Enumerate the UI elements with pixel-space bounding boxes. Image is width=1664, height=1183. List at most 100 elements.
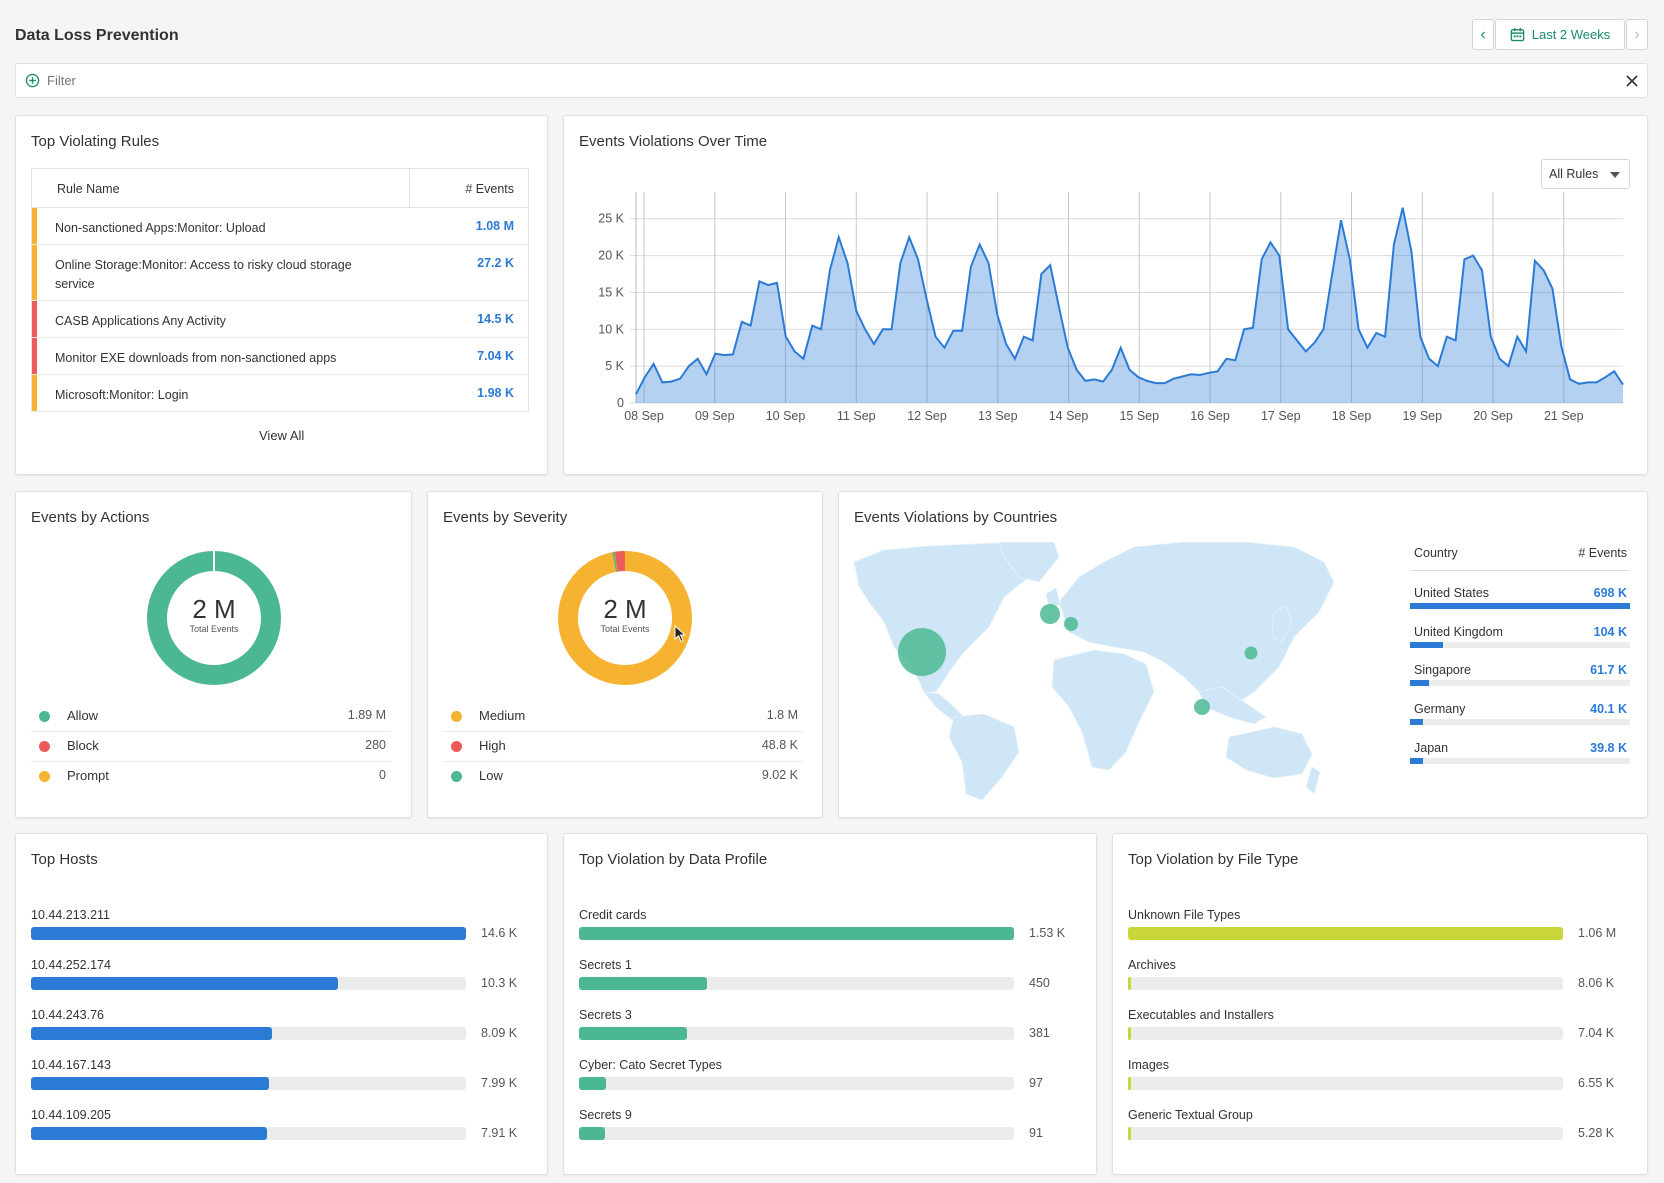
rules-table-header: Rule Name # Events xyxy=(31,168,529,208)
country-row[interactable]: United Kingdom 104 K xyxy=(1410,625,1630,665)
bar-fill xyxy=(1128,927,1563,940)
series-line[interactable] xyxy=(635,207,1624,395)
top-hosts-row[interactable]: 10.44.109.205 7.91 K xyxy=(31,1108,521,1158)
rule-event-count[interactable]: 27.2 K xyxy=(477,256,514,270)
rule-row[interactable]: Online Storage:Monitor: Access to risky … xyxy=(31,245,529,301)
legend-dot-icon xyxy=(451,741,462,752)
country-event-count[interactable]: 40.1 K xyxy=(1590,702,1627,717)
bar-track xyxy=(31,1077,466,1090)
rule-row[interactable]: Monitor EXE downloads from non-sanctione… xyxy=(31,338,529,375)
severity-total-label: Total Events xyxy=(600,624,650,634)
japan-shape xyxy=(1271,605,1293,643)
filter-bar[interactable] xyxy=(15,63,1648,98)
top-hosts-row[interactable]: 10.44.252.174 10.3 K xyxy=(31,958,521,1008)
top-hosts-row[interactable]: 10.44.213.211 14.6 K xyxy=(31,908,521,958)
y-tick-label: 5 K xyxy=(605,359,624,373)
rule-event-count[interactable]: 1.08 M xyxy=(475,219,514,233)
severity-total-value: 2 M xyxy=(603,594,647,624)
file-type-row[interactable]: Archives 8.06 K xyxy=(1128,958,1618,1008)
view-all-link[interactable]: View All xyxy=(259,428,305,443)
bar-fill xyxy=(1128,1127,1131,1140)
rule-event-count[interactable]: 14.5 K xyxy=(477,312,514,326)
rule-row[interactable]: Non-sanctioned Apps:Monitor: Upload 1.08 … xyxy=(31,208,529,245)
bar-track xyxy=(31,927,466,940)
file-type-row[interactable]: Images 6.55 K xyxy=(1128,1058,1618,1108)
next-range-button[interactable]: › xyxy=(1626,19,1648,50)
south-america-shape xyxy=(948,713,1020,801)
severity-legend-item[interactable]: Medium 1.8 M xyxy=(443,702,803,732)
bar-label: 10.44.252.174 xyxy=(31,958,111,972)
country-bar-fill xyxy=(1410,603,1630,609)
top-hosts-row[interactable]: 10.44.167.143 7.99 K xyxy=(31,1058,521,1108)
data-profile-row[interactable]: Cyber: Cato Secret Types 97 xyxy=(579,1058,1069,1108)
rule-severity-bar xyxy=(32,338,37,374)
greenland-shape xyxy=(998,542,1060,583)
severity-donut xyxy=(558,551,692,685)
rules-dropdown-value: All Rules xyxy=(1549,167,1599,181)
date-range-button[interactable]: Last 2 Weeks xyxy=(1495,19,1625,50)
bar-track xyxy=(1128,1027,1563,1040)
bar-fill xyxy=(31,1127,267,1140)
country-row[interactable]: Germany 40.1 K xyxy=(1410,702,1630,742)
x-tick-label: 21 Sep xyxy=(1544,409,1584,423)
country-name: United Kingdom xyxy=(1414,624,1503,639)
bar-track xyxy=(1128,977,1563,990)
data-profile-title: Top Violation by Data Profile xyxy=(579,851,768,868)
europe-asia-shape xyxy=(1058,542,1335,703)
x-tick-label: 14 Sep xyxy=(1049,409,1089,423)
y-tick-label: 25 K xyxy=(598,212,624,226)
data-profile-row[interactable]: Credit cards 1.53 K xyxy=(579,908,1069,958)
actions-legend-item[interactable]: Allow 1.89 M xyxy=(31,702,391,732)
country-row[interactable]: Singapore 61.7 K xyxy=(1410,663,1630,703)
country-row[interactable]: Japan 39.8 K xyxy=(1410,741,1630,781)
actions-total-value: 2 M xyxy=(192,594,236,624)
country-event-count[interactable]: 61.7 K xyxy=(1590,663,1627,678)
rule-event-count[interactable]: 1.98 K xyxy=(477,386,514,400)
prev-range-button[interactable]: ‹ xyxy=(1472,19,1494,50)
add-filter-icon[interactable] xyxy=(25,73,40,88)
rule-severity-bar xyxy=(32,208,37,244)
severity-legend-item[interactable]: High 48.8 K xyxy=(443,732,803,762)
severity-legend-item[interactable]: Low 9.02 K xyxy=(443,762,803,792)
x-tick-label: 16 Sep xyxy=(1190,409,1230,423)
country-name: Japan xyxy=(1414,740,1449,755)
legend-dot-icon xyxy=(39,711,50,722)
top-hosts-row[interactable]: 10.44.243.76 8.09 K xyxy=(31,1008,521,1058)
rule-name-column-header: Rule Name xyxy=(57,182,120,196)
rule-event-count[interactable]: 7.04 K xyxy=(477,349,514,363)
actions-legend-item[interactable]: Prompt 0 xyxy=(31,762,391,792)
data-profile-card: Top Violation by Data Profile Credit car… xyxy=(563,833,1097,1175)
country-event-count[interactable]: 104 K xyxy=(1593,624,1627,639)
rule-row[interactable]: CASB Applications Any Activity 14.5 K xyxy=(31,301,529,338)
page-title: Data Loss Prevention xyxy=(15,27,179,44)
actions-legend-item[interactable]: Block 280 xyxy=(31,732,391,762)
country-event-count[interactable]: 39.8 K xyxy=(1590,740,1627,755)
x-tick-label: 09 Sep xyxy=(695,409,735,423)
actions-total-label: Total Events xyxy=(189,624,239,634)
data-profile-row[interactable]: Secrets 3 381 xyxy=(579,1008,1069,1058)
bar-label: Credit cards xyxy=(579,908,647,922)
world-map xyxy=(854,542,1335,801)
bar-fill xyxy=(579,1127,605,1140)
bar-value: 97 xyxy=(1029,1076,1043,1090)
y-tick-label: 20 K xyxy=(598,249,624,263)
actions-total: 2 M Total Events xyxy=(154,594,274,634)
bar-track xyxy=(31,977,466,990)
data-profile-row[interactable]: Secrets 9 91 xyxy=(579,1108,1069,1158)
file-type-row[interactable]: Unknown File Types 1.06 M xyxy=(1128,908,1618,958)
filter-input[interactable] xyxy=(47,69,1587,92)
rules-dropdown[interactable]: All Rules xyxy=(1541,159,1630,189)
country-name: United States xyxy=(1414,586,1490,600)
country-event-count[interactable]: 698 K xyxy=(1593,586,1627,600)
bar-track xyxy=(1128,927,1563,940)
rule-row[interactable]: Microsoft:Monitor: Login 1.98 K xyxy=(31,375,529,412)
clear-filter-icon[interactable] xyxy=(1626,75,1638,87)
country-row[interactable]: United States 698 K xyxy=(1410,586,1630,626)
bar-fill xyxy=(579,1027,688,1040)
file-type-row[interactable]: Generic Textual Group 5.28 K xyxy=(1128,1108,1618,1158)
bar-value: 1.06 M xyxy=(1578,926,1617,940)
events-by-severity-card: Events by Severity 2 M Total Events Medi… xyxy=(427,491,823,818)
file-type-title: Top Violation by File Type xyxy=(1128,851,1299,868)
file-type-row[interactable]: Executables and Installers 7.04 K xyxy=(1128,1008,1618,1058)
data-profile-row[interactable]: Secrets 1 450 xyxy=(579,958,1069,1008)
